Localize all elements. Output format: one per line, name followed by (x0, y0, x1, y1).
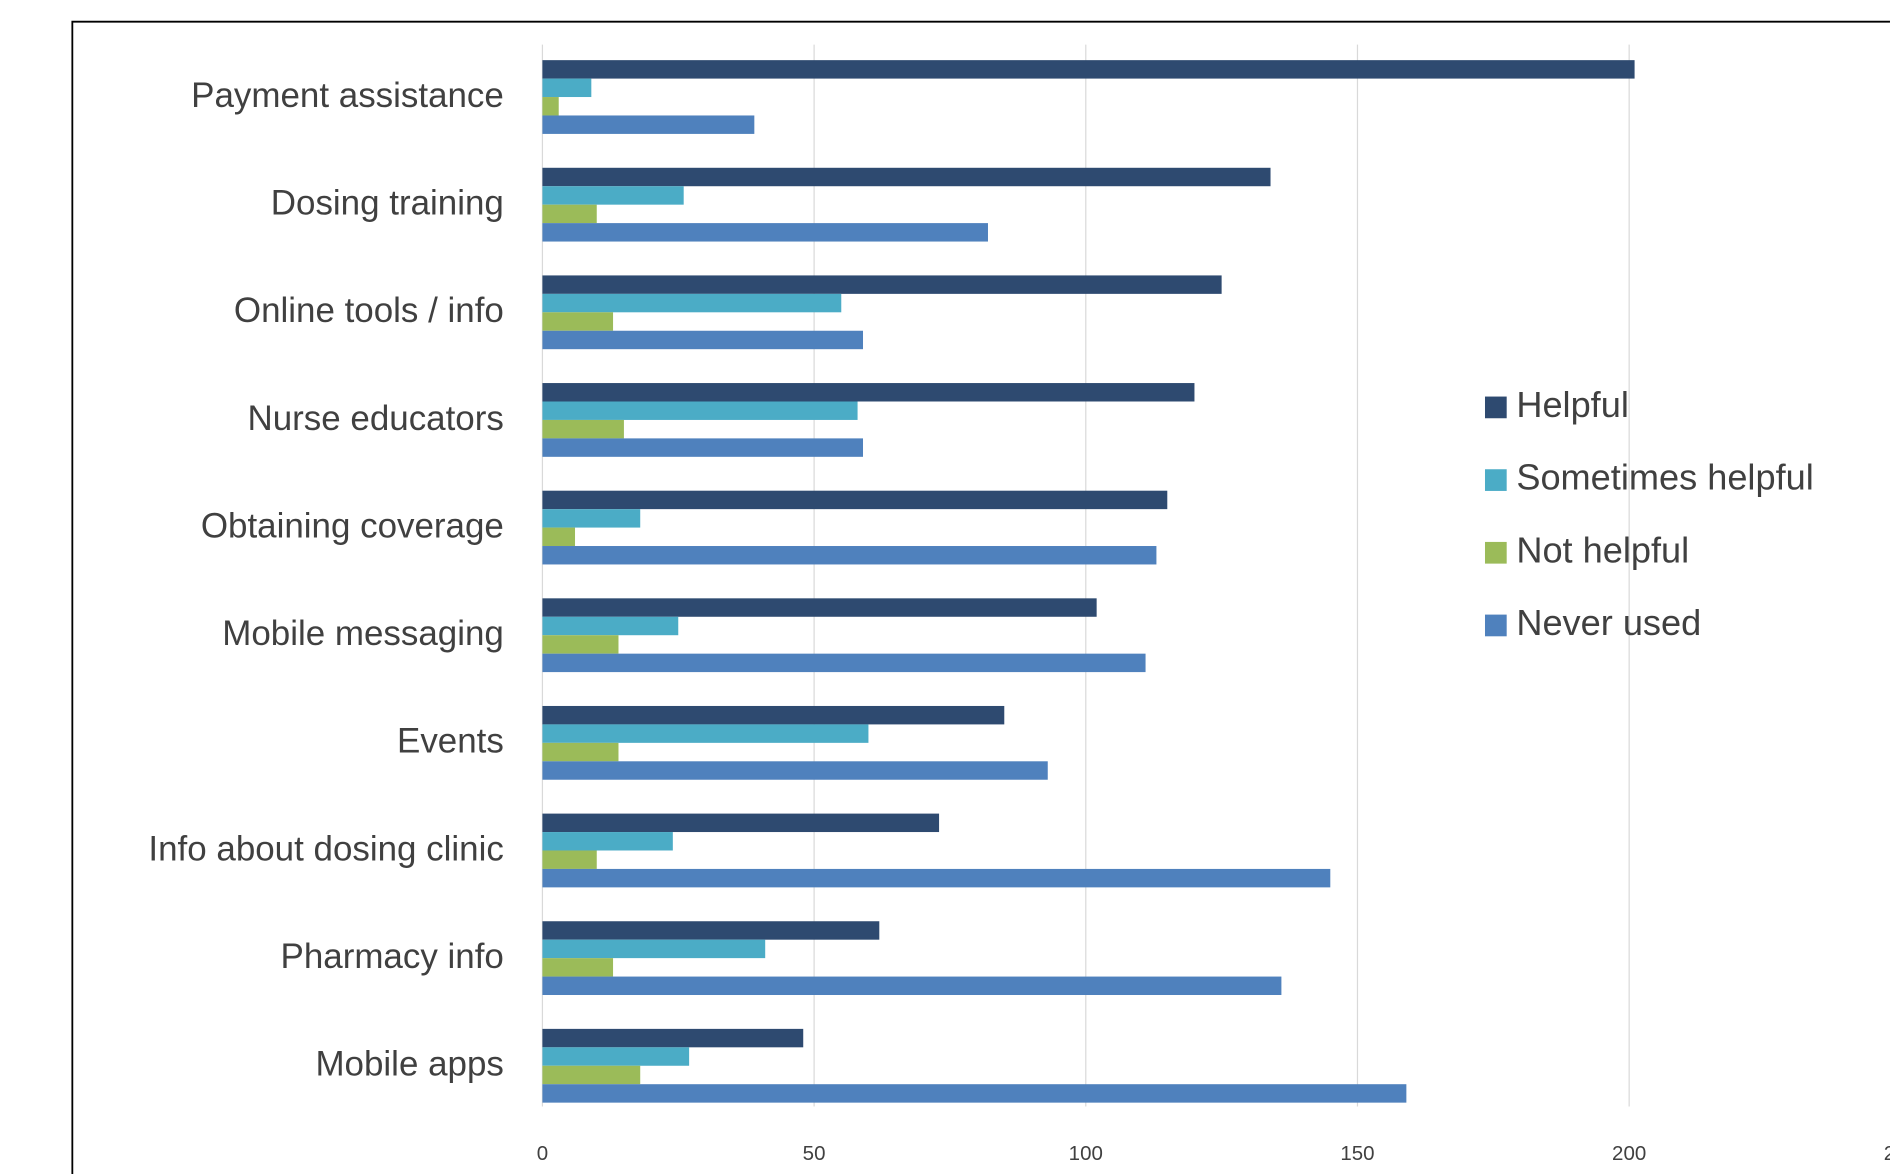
bar (542, 78, 592, 98)
bar (542, 832, 673, 851)
y-tick-label: Nurse educators (248, 399, 504, 438)
legend-label: Sometimes helpful (1516, 457, 1813, 498)
legend-label: Not helpful (1516, 529, 1689, 570)
bar (542, 921, 880, 940)
x-tick-label: 200 (1612, 1142, 1646, 1165)
bar (542, 616, 679, 636)
chart-frame (71, 20, 1890, 1174)
bar (542, 958, 614, 977)
x-tick-label: 250 (1884, 1142, 1890, 1165)
y-tick-label: Obtaining coverage (201, 506, 504, 545)
bar (542, 115, 755, 134)
bar (542, 97, 559, 116)
bar (542, 383, 1195, 402)
bar (542, 598, 1097, 617)
bar (542, 705, 1005, 725)
bar (542, 275, 1222, 294)
bar (542, 976, 1282, 996)
bar (542, 490, 1168, 510)
y-tick-label: Mobile apps (315, 1045, 503, 1084)
bar (542, 761, 1048, 780)
y-tick-label: Info about dosing clinic (148, 829, 503, 868)
x-tick-label: 0 (537, 1142, 548, 1165)
x-tick-label: 50 (803, 1142, 826, 1165)
bar (542, 1084, 1407, 1103)
legend-label: Never used (1516, 602, 1701, 643)
bar (542, 312, 614, 331)
legend-swatch (1484, 396, 1507, 419)
y-tick-label: Payment assistance (191, 76, 504, 115)
bar (542, 330, 864, 350)
y-tick-label: Online tools / info (234, 291, 504, 330)
bar (542, 509, 641, 528)
bar (542, 223, 988, 242)
y-tick-label: Mobile messaging (222, 614, 504, 653)
bar (542, 60, 1635, 79)
bar (542, 742, 619, 762)
bar (542, 724, 869, 743)
legend-swatch (1484, 541, 1507, 564)
bar (542, 438, 864, 457)
legend-swatch (1484, 614, 1507, 637)
bar (542, 204, 597, 224)
y-tick-label: Pharmacy info (281, 937, 504, 976)
bar (542, 401, 858, 420)
x-tick-label: 100 (1069, 1142, 1103, 1165)
bar (542, 1047, 690, 1066)
bar (542, 419, 624, 439)
legend-label: Helpful (1516, 384, 1629, 425)
bar (542, 186, 684, 205)
bar (542, 939, 766, 959)
bar (542, 868, 1331, 888)
bar (542, 635, 619, 654)
bar (542, 293, 842, 313)
bar (542, 167, 1271, 187)
x-tick-label: 150 (1340, 1142, 1374, 1165)
bar (542, 653, 1146, 673)
legend-swatch (1484, 469, 1507, 491)
y-tick-label: Dosing training (271, 184, 504, 223)
bar (542, 527, 576, 547)
bar (542, 546, 1157, 565)
bar (542, 813, 940, 833)
bar (542, 1065, 641, 1085)
bar (542, 1028, 804, 1048)
bar (542, 850, 597, 869)
y-tick-label: Events (397, 722, 504, 761)
